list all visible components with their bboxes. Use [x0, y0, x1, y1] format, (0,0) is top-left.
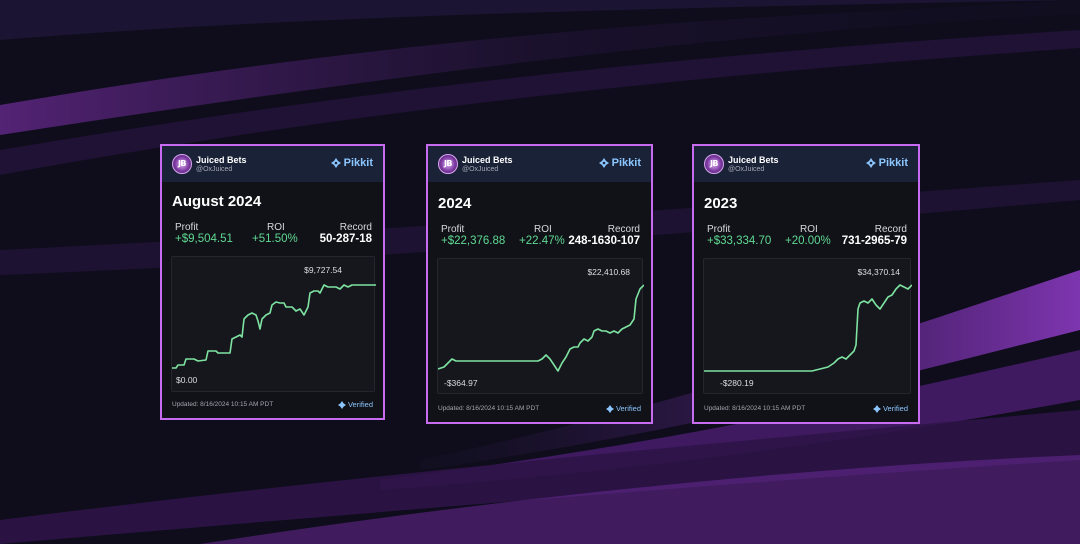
- card-header: JB Juiced Bets @OxJuiced Pikkit: [162, 146, 383, 182]
- pikkit-verified-icon: [605, 404, 614, 413]
- pikkit-verified-icon: [337, 400, 346, 409]
- roi-value: +22.47%: [519, 235, 565, 247]
- record-value: 248-1630-107: [568, 235, 640, 247]
- pikkit-verified-icon: [872, 404, 881, 413]
- account-name: Juiced Bets: [196, 155, 247, 165]
- profit-label: Profit: [707, 224, 731, 235]
- period-title: 2023: [704, 195, 738, 212]
- pikkit-logo-icon: [598, 158, 609, 168]
- card-header: JB Juiced Bets @OxJuiced Pikkit: [694, 146, 918, 182]
- record-value: 50-287-18: [319, 233, 372, 245]
- stats-card-2023: JB Juiced Bets @OxJuiced Pikkit 2023 Pro…: [692, 144, 920, 424]
- roi-value: +51.50%: [252, 233, 298, 245]
- updated-timestamp: Updated: 8/16/2024 10:15 AM PDT: [704, 405, 806, 412]
- verified-badge: Verified: [872, 404, 908, 413]
- card-header: JB Juiced Bets @OxJuiced Pikkit: [428, 146, 651, 182]
- profit-label: Profit: [175, 222, 199, 233]
- profit-chart-line: [172, 284, 376, 369]
- verified-badge: Verified: [337, 400, 373, 409]
- record-label: Record: [607, 224, 640, 235]
- profit-value: +$9,504.51: [175, 233, 233, 245]
- verified-badge: Verified: [605, 404, 641, 413]
- profit-label: Profit: [441, 224, 465, 235]
- pikkit-logo: Pikkit: [330, 157, 373, 169]
- pikkit-logo-icon: [865, 158, 876, 168]
- chart-min-label: $0.00: [176, 375, 198, 385]
- account-handle: @OxJuiced: [728, 166, 765, 173]
- record-label: Record: [339, 222, 372, 233]
- pikkit-logo-icon: [330, 158, 341, 168]
- profit-value: +$33,334.70: [707, 235, 772, 247]
- chart-max-label: $9,727.54: [304, 265, 342, 275]
- chart-min-label: -$364.97: [444, 378, 478, 388]
- account-name: Juiced Bets: [728, 155, 779, 165]
- profit-chart: $9,727.54 $0.00: [171, 256, 376, 392]
- avatar: JB: [704, 154, 724, 174]
- profit-value: +$22,376.88: [441, 235, 506, 247]
- avatar: JB: [438, 154, 458, 174]
- roi-value: +20.00%: [785, 235, 831, 247]
- pikkit-logo: Pikkit: [865, 157, 908, 169]
- record-label: Record: [874, 224, 907, 235]
- pikkit-logo: Pikkit: [598, 157, 641, 169]
- period-title: 2024: [438, 195, 472, 212]
- account-handle: @OxJuiced: [462, 166, 499, 173]
- account-name: Juiced Bets: [462, 155, 513, 165]
- updated-timestamp: Updated: 8/16/2024 10:15 AM PDT: [438, 405, 540, 412]
- account-handle: @OxJuiced: [196, 166, 233, 173]
- chart-min-label: -$280.19: [720, 378, 754, 388]
- stats-card-august-2024: JB Juiced Bets @OxJuiced Pikkit August 2…: [160, 144, 385, 420]
- profit-chart-line: [438, 284, 644, 372]
- roi-label: ROI: [534, 224, 552, 235]
- record-value: 731-2965-79: [841, 235, 907, 247]
- updated-timestamp: Updated: 8/16/2024 10:15 AM PDT: [172, 401, 274, 408]
- chart-max-label: $22,410.68: [587, 267, 630, 277]
- stats-card-2024: JB Juiced Bets @OxJuiced Pikkit 2024 Pro…: [426, 144, 653, 424]
- profit-chart: $34,370.14 -$280.19: [703, 258, 912, 394]
- period-title: August 2024: [172, 193, 262, 210]
- roi-label: ROI: [800, 224, 818, 235]
- profit-chart: $22,410.68 -$364.97: [437, 258, 644, 394]
- roi-label: ROI: [267, 222, 285, 233]
- chart-max-label: $34,370.14: [857, 267, 900, 277]
- profit-chart-line: [704, 284, 912, 372]
- avatar: JB: [172, 154, 192, 174]
